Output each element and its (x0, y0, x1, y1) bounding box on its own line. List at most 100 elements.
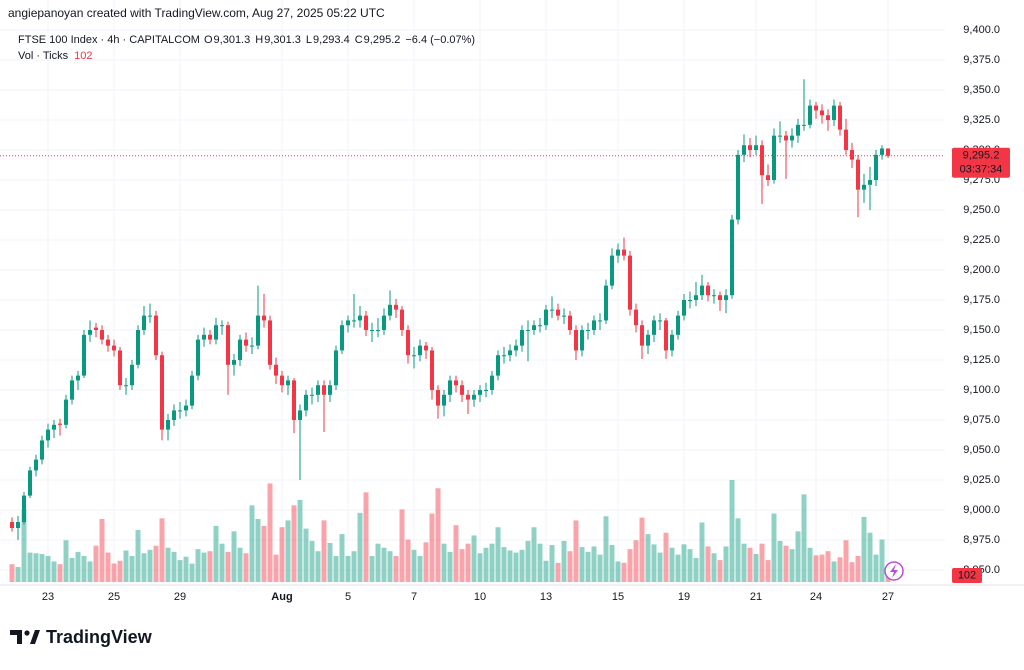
volume-bar (639, 517, 645, 582)
volume-bar (417, 555, 423, 582)
volume-bar (759, 543, 765, 582)
volume-bar (33, 553, 39, 582)
candle-body (70, 380, 74, 400)
volume-bar (501, 547, 507, 582)
volume-bar (105, 552, 111, 582)
candle-body (430, 350, 434, 391)
grid (0, 0, 945, 585)
volume-bar (201, 552, 207, 582)
candle-body (388, 304, 392, 316)
volume-bar (585, 551, 591, 582)
candle-body (610, 255, 614, 286)
volume-bar (351, 551, 357, 582)
candle-body (232, 360, 236, 365)
candle-body (868, 180, 872, 185)
candle-body (814, 105, 818, 111)
volume-bar (237, 547, 243, 582)
candle-body (148, 315, 152, 317)
volume-bar (129, 555, 135, 582)
volume-bar (627, 549, 633, 582)
volume-bar (729, 480, 735, 582)
volume-bar (651, 544, 657, 582)
volume-bar (453, 525, 459, 582)
volume-bar (711, 553, 717, 582)
volume-bar (621, 562, 627, 582)
candle-body (418, 345, 422, 356)
volume-bar (867, 532, 873, 582)
y-tick-label: 9,325.0 (963, 114, 1000, 126)
volume-bar (633, 540, 639, 582)
x-tick-label: Aug (271, 591, 292, 603)
candle-body (628, 255, 632, 310)
volume-bar (855, 555, 861, 582)
candle-body (760, 145, 764, 176)
volume-bar (483, 547, 489, 582)
candle-body (646, 334, 650, 346)
candle-body (328, 385, 332, 395)
x-tick-label: 25 (108, 591, 120, 603)
price-axis: 9,400.09,375.09,350.09,325.09,300.09,275… (42, 24, 1010, 603)
candle-body (754, 145, 758, 151)
candle-body (352, 320, 356, 322)
volume-bar (561, 540, 567, 582)
candle-body (448, 380, 452, 395)
candle-body (808, 105, 812, 125)
candle-body (772, 135, 776, 181)
volume-bar (663, 532, 669, 582)
candle-body (118, 350, 122, 386)
volume-bar (753, 553, 759, 582)
volume-bar (183, 556, 189, 582)
last-price-box (952, 147, 1010, 178)
volume-title: Vol · Ticks (18, 50, 69, 62)
volume-bar (153, 545, 159, 582)
volume-bar (309, 540, 315, 582)
volume-bar (327, 542, 333, 582)
candle-body (244, 339, 248, 346)
legend-value: 9,301.3 (264, 34, 301, 46)
candle-body (124, 385, 128, 387)
volume-bar (705, 546, 711, 582)
candle-body (40, 440, 44, 460)
candle-body (682, 300, 686, 316)
volume-bar (675, 554, 681, 582)
candle-body (880, 148, 884, 155)
candle-body (640, 325, 644, 346)
volume-bar (123, 550, 129, 582)
volume-bar (795, 531, 801, 582)
candle-body (490, 375, 494, 391)
volume-bar (333, 555, 339, 582)
volume-bar (45, 555, 51, 582)
candle-body (520, 330, 524, 346)
volume-bar (465, 543, 471, 582)
candle-body (820, 110, 824, 116)
volume-bar (459, 549, 465, 582)
volume-bar (543, 560, 549, 582)
volume-bar (135, 529, 141, 582)
candle-body (472, 394, 476, 400)
candle-body (832, 105, 836, 121)
replay-icon[interactable] (884, 561, 904, 581)
candle-body (874, 154, 878, 181)
volume-bar (375, 543, 381, 582)
volume-bar (207, 551, 213, 582)
candle-body (850, 150, 854, 160)
volume-bar (297, 499, 303, 582)
volume-bar (111, 563, 117, 582)
volume-bar (117, 560, 123, 582)
candle-body (358, 315, 362, 321)
candle-body (304, 394, 308, 411)
x-tick-label: 15 (612, 591, 624, 603)
x-tick-label: 27 (882, 591, 894, 603)
volume-bar (63, 540, 69, 582)
candle-body (382, 315, 386, 331)
candle-body (136, 330, 140, 365)
candle-body (778, 135, 782, 137)
volume-bar (315, 551, 321, 582)
volume-bar (699, 522, 705, 582)
volume-bar (777, 540, 783, 582)
candle-body (88, 330, 92, 335)
volume-bar (603, 516, 609, 582)
y-tick-label: 9,200.0 (963, 264, 1000, 276)
volume-bar (381, 547, 387, 582)
